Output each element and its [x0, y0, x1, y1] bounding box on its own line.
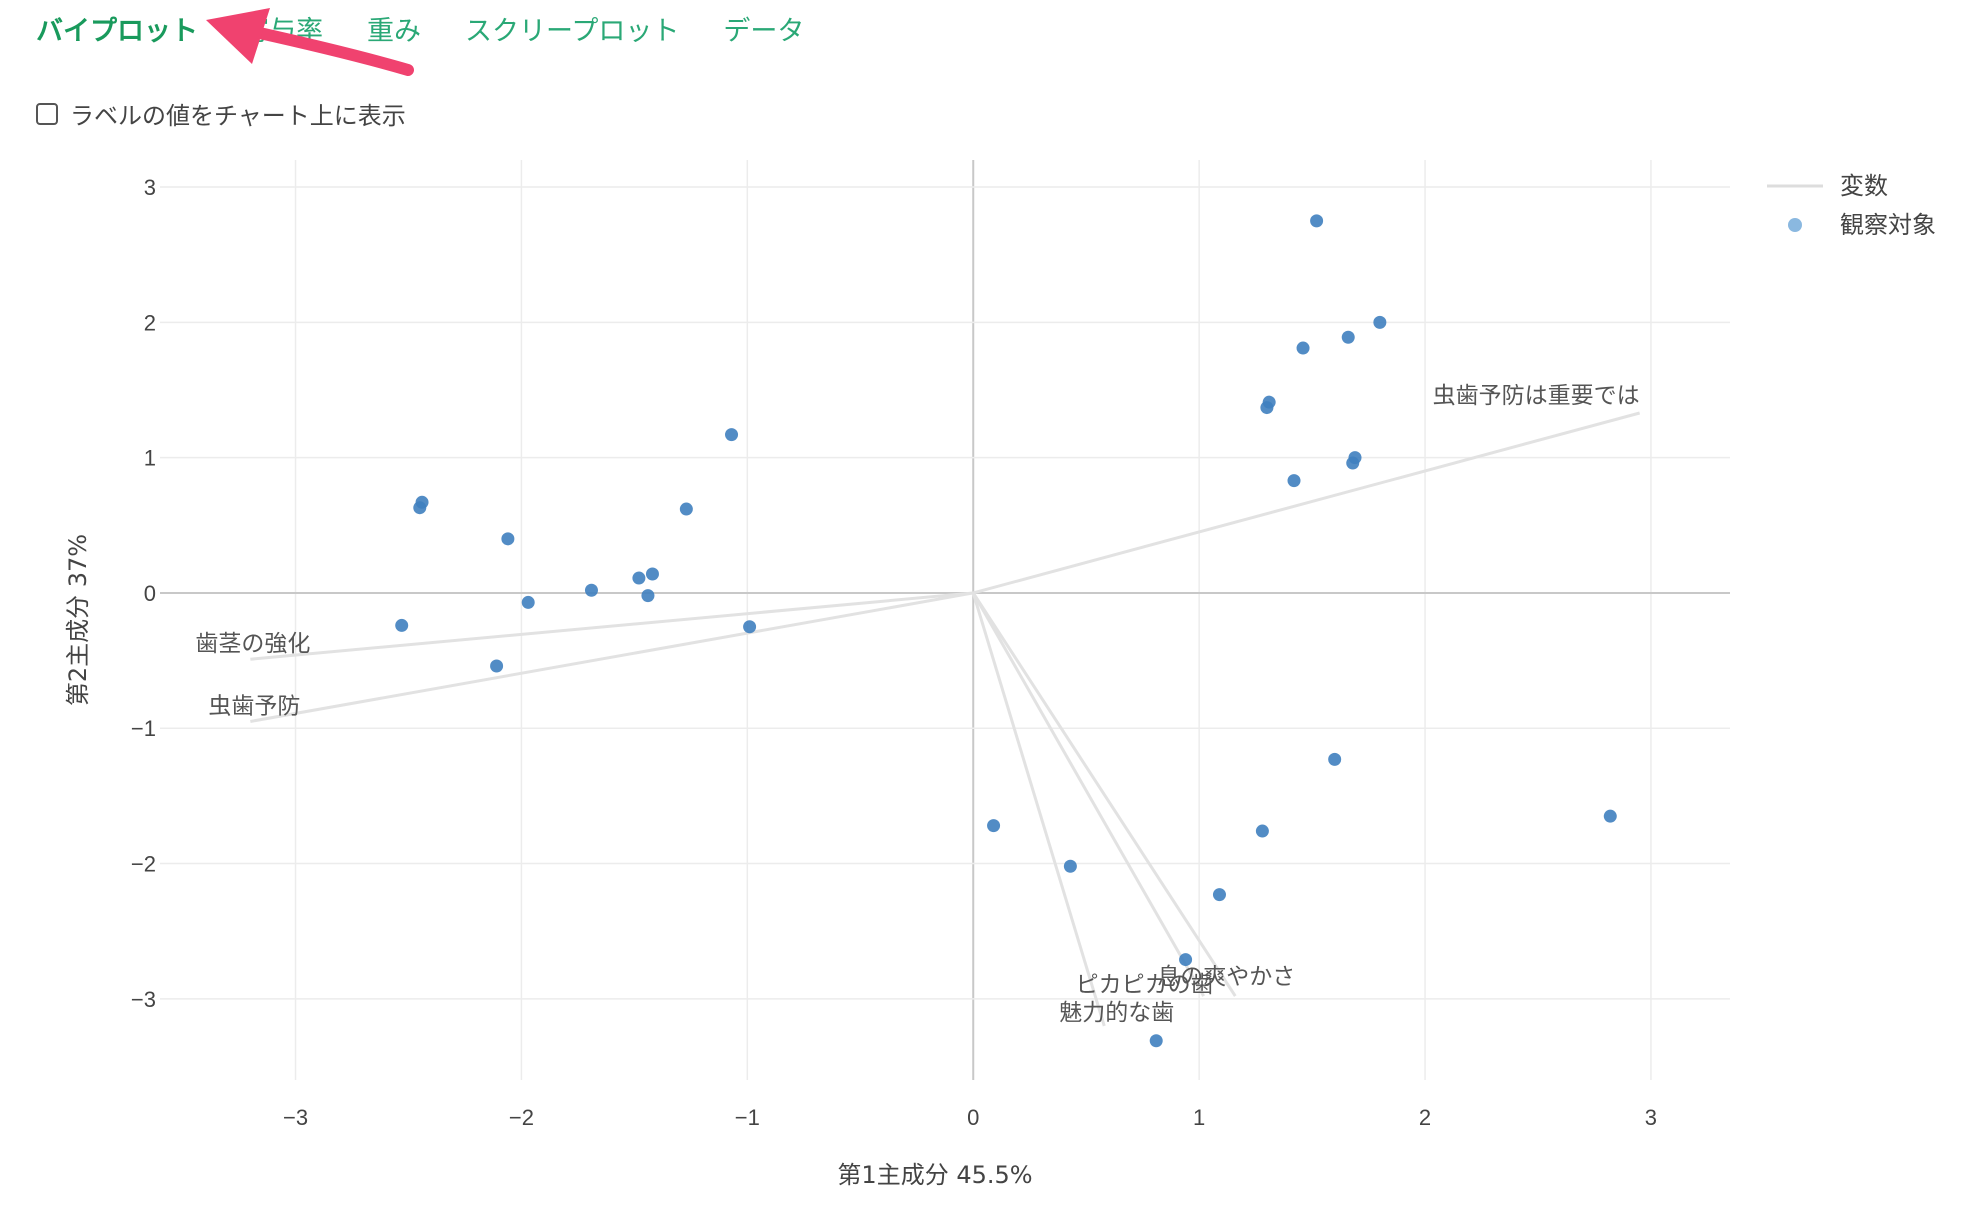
observation-point [1328, 752, 1342, 766]
y-tick-label: 1 [144, 446, 156, 471]
x-tick-label: 3 [1645, 1105, 1657, 1130]
variable-label: ピカピカの歯 [1076, 972, 1214, 998]
tab-bar: バイプロット 寄与率 重み スクリープロット データ [36, 6, 848, 50]
x-tick-label: 0 [967, 1105, 979, 1130]
x-tick-label: −2 [509, 1105, 534, 1130]
observation-point [1310, 214, 1324, 228]
variable-vector [972, 411, 1641, 595]
show-labels-toggle[interactable]: ラベルの値をチャート上に表示 [36, 96, 406, 131]
observation-point [584, 583, 598, 597]
observation-point [1296, 341, 1310, 355]
observation-point [1287, 474, 1301, 488]
variable-vector [971, 592, 1106, 1027]
observation-point [1179, 953, 1193, 967]
tab-scree-plot[interactable]: スクリープロット [465, 15, 680, 47]
variable-label: 魅力的な歯 [1059, 1000, 1174, 1026]
variable-vector [250, 591, 974, 723]
observation-point [1373, 315, 1387, 329]
observation-point [1341, 330, 1355, 344]
observation-point [641, 589, 655, 603]
x-tick-label: 1 [1193, 1105, 1205, 1130]
variable-label: 歯茎の強化 [195, 631, 310, 657]
y-tick-label: 2 [144, 310, 156, 335]
y-tick-label: −3 [131, 987, 156, 1012]
legend-marker-symbol [1788, 218, 1802, 232]
legend-label-variables: 変数 [1840, 172, 1888, 200]
observation-point [1255, 824, 1269, 838]
variable-vector [971, 592, 1237, 997]
observation-point [743, 620, 757, 634]
y-tick-label: −1 [131, 716, 156, 741]
observation-point [1260, 401, 1274, 415]
observation-point [725, 428, 739, 442]
y-axis-title: 第2主成分 37% [64, 534, 92, 706]
show-labels-checkbox[interactable] [36, 102, 58, 125]
observation-point [395, 618, 409, 632]
observation-point [501, 532, 515, 546]
variable-label: 虫歯予防は重要では [1433, 383, 1640, 409]
show-labels-label: ラベルの値をチャート上に表示 [70, 102, 406, 130]
y-tick-label: 0 [144, 581, 156, 606]
tab-biplot[interactable]: バイプロット [36, 15, 198, 47]
x-tick-label: −3 [283, 1105, 308, 1130]
variable-label: 虫歯予防 [208, 693, 300, 719]
observation-point [1149, 1034, 1163, 1048]
observation-point [645, 567, 659, 581]
observation-point [1603, 809, 1617, 823]
x-tick-label: 2 [1419, 1105, 1431, 1130]
observation-point [1063, 859, 1077, 873]
legend-label-observations: 観察対象 [1840, 211, 1936, 239]
y-tick-label: −2 [131, 852, 156, 877]
observation-point [632, 571, 646, 585]
tab-data[interactable]: データ [723, 15, 805, 47]
y-tick-label: 3 [144, 175, 156, 200]
observation-point [1212, 888, 1226, 902]
variable-label: 息の爽やかさ [1157, 964, 1295, 990]
x-axis-title: 第1主成分 45.5% [837, 1161, 1032, 1189]
observation-point [521, 595, 535, 609]
observation-point [490, 659, 504, 673]
x-tick-label: −1 [735, 1105, 760, 1130]
variable-vector [250, 591, 974, 661]
observation-point [679, 502, 693, 516]
variable-vector [971, 592, 1205, 997]
observation-point [413, 501, 427, 515]
observation-point [987, 819, 1001, 833]
observation-point [1346, 456, 1360, 470]
